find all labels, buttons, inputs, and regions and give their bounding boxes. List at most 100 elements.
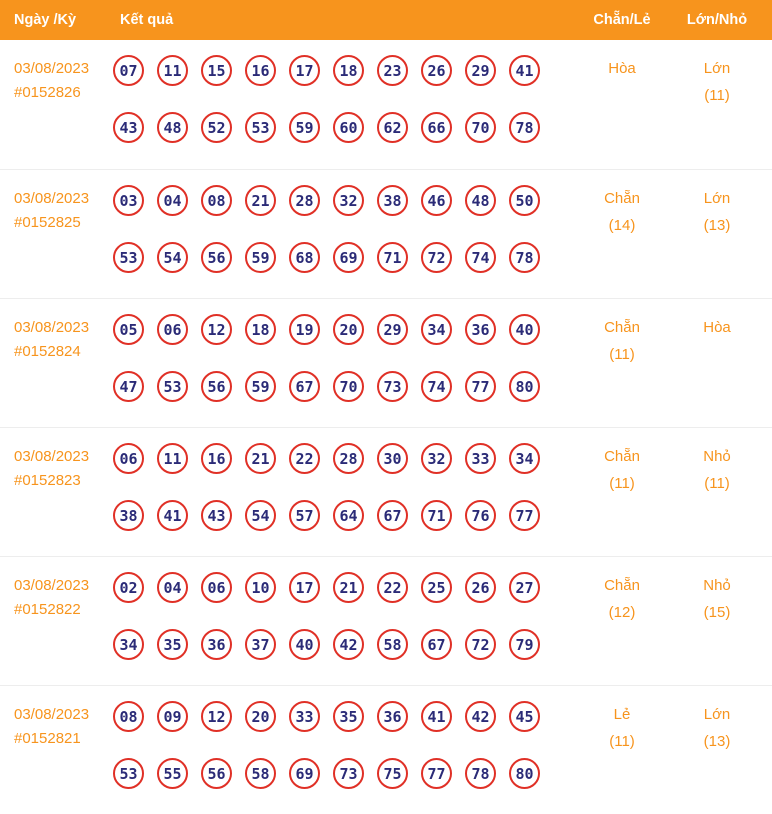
big-small-count: (13) bbox=[703, 733, 731, 750]
number-ball: 34 bbox=[509, 443, 540, 474]
even-odd-value: Lẻ bbox=[613, 706, 631, 723]
number-ball: 06 bbox=[157, 314, 188, 345]
number-ball: 59 bbox=[245, 242, 276, 273]
number-ball: 79 bbox=[509, 629, 540, 660]
number-ball: 21 bbox=[333, 572, 364, 603]
big-small-value: Hòa bbox=[703, 319, 731, 336]
number-ball: 36 bbox=[377, 701, 408, 732]
number-ball: 59 bbox=[245, 371, 276, 402]
number-ball: 16 bbox=[245, 55, 276, 86]
number-ball: 74 bbox=[465, 242, 496, 273]
even-odd-count: (11) bbox=[609, 733, 635, 750]
number-ball: 70 bbox=[465, 112, 496, 143]
number-ball: 64 bbox=[333, 500, 364, 531]
number-ball: 32 bbox=[333, 185, 364, 216]
numbers-cell: 06 11 16 21 22 28 30 32 33 34 38 41 43 54 57 64 67 71 76 77 bbox=[100, 428, 572, 531]
number-ball: 20 bbox=[333, 314, 364, 345]
number-ball: 46 bbox=[421, 185, 452, 216]
number-ball: 12 bbox=[201, 701, 232, 732]
number-ball: 34 bbox=[113, 629, 144, 660]
number-ball: 27 bbox=[509, 572, 540, 603]
numbers-cell: 05 06 12 18 19 20 29 34 36 40 47 53 56 59 67 70 73 74 77 80 bbox=[100, 299, 572, 402]
number-ball: 42 bbox=[333, 629, 364, 660]
draw-date: 03/08/2023 bbox=[14, 190, 90, 207]
number-ball: 77 bbox=[509, 500, 540, 531]
number-ball: 11 bbox=[157, 55, 188, 86]
number-ball: 18 bbox=[245, 314, 276, 345]
number-ball: 17 bbox=[289, 572, 320, 603]
number-ball: 43 bbox=[201, 500, 232, 531]
even-odd-cell: Hòa bbox=[572, 40, 672, 82]
number-ball: 43 bbox=[113, 112, 144, 143]
number-ball: 67 bbox=[377, 500, 408, 531]
number-ball: 23 bbox=[377, 55, 408, 86]
number-ball: 69 bbox=[333, 242, 364, 273]
big-small-cell: Lớn (13) bbox=[672, 170, 762, 239]
number-ball: 30 bbox=[377, 443, 408, 474]
number-ball: 26 bbox=[421, 55, 452, 86]
header-even-odd: Chẵn/Lẻ bbox=[593, 12, 651, 28]
big-small-count: (15) bbox=[703, 604, 731, 621]
number-ball: 20 bbox=[245, 701, 276, 732]
number-ball: 53 bbox=[157, 371, 188, 402]
even-odd-count: (11) bbox=[609, 346, 635, 363]
draw-date: 03/08/2023 bbox=[14, 448, 90, 465]
result-row: 03/08/2023 #0152825 03 04 08 21 28 32 38 46 48 50… bbox=[0, 169, 772, 298]
number-ball: 04 bbox=[157, 185, 188, 216]
number-ball: 28 bbox=[333, 443, 364, 474]
number-ball: 69 bbox=[289, 758, 320, 789]
number-ball: 06 bbox=[113, 443, 144, 474]
date-draw-cell: 03/08/2023 #0152822 bbox=[0, 557, 100, 622]
number-ball: 59 bbox=[289, 112, 320, 143]
number-ball: 57 bbox=[289, 500, 320, 531]
draw-id: #0152824 bbox=[14, 343, 81, 360]
number-ball: 22 bbox=[289, 443, 320, 474]
number-ball: 53 bbox=[113, 242, 144, 273]
number-ball: 56 bbox=[201, 371, 232, 402]
even-odd-value: Hòa bbox=[608, 60, 636, 77]
draw-date: 03/08/2023 bbox=[14, 319, 90, 336]
even-odd-cell: Lẻ (11) bbox=[572, 686, 672, 755]
date-draw-cell: 03/08/2023 #0152824 bbox=[0, 299, 100, 364]
big-small-count: (13) bbox=[703, 217, 731, 234]
number-ball: 07 bbox=[113, 55, 144, 86]
numbers-cell: 07 11 15 16 17 18 23 26 29 41 43 48 52 53 59 60 62 66 70 78 bbox=[100, 40, 572, 143]
date-draw-cell: 03/08/2023 #0152823 bbox=[0, 428, 100, 493]
number-ball: 41 bbox=[157, 500, 188, 531]
number-ball: 11 bbox=[157, 443, 188, 474]
number-ball: 40 bbox=[509, 314, 540, 345]
number-ball: 62 bbox=[377, 112, 408, 143]
number-ball: 22 bbox=[377, 572, 408, 603]
big-small-count: (11) bbox=[704, 87, 730, 104]
number-ball: 56 bbox=[201, 242, 232, 273]
number-ball: 73 bbox=[377, 371, 408, 402]
even-odd-count: (12) bbox=[608, 604, 636, 621]
number-ball: 38 bbox=[113, 500, 144, 531]
big-small-value: Nhỏ bbox=[703, 448, 731, 465]
number-ball: 53 bbox=[245, 112, 276, 143]
number-ball: 17 bbox=[289, 55, 320, 86]
number-ball: 68 bbox=[289, 242, 320, 273]
number-ball: 36 bbox=[465, 314, 496, 345]
number-ball: 67 bbox=[421, 629, 452, 660]
even-odd-count: (11) bbox=[609, 475, 635, 492]
number-ball: 35 bbox=[157, 629, 188, 660]
number-ball: 35 bbox=[333, 701, 364, 732]
even-odd-cell: Chẵn (12) bbox=[572, 557, 672, 626]
draw-id: #0152821 bbox=[14, 730, 81, 747]
number-ball: 25 bbox=[421, 572, 452, 603]
big-small-cell: Hòa bbox=[672, 299, 762, 341]
table-header: Ngày /Kỳ Kết quả Chẵn/Lẻ Lớn/Nhỏ bbox=[0, 0, 772, 40]
even-odd-value: Chẵn bbox=[604, 319, 640, 336]
number-ball: 32 bbox=[421, 443, 452, 474]
number-ball: 02 bbox=[113, 572, 144, 603]
number-ball: 72 bbox=[465, 629, 496, 660]
draw-id: #0152825 bbox=[14, 214, 81, 231]
number-ball: 73 bbox=[333, 758, 364, 789]
number-ball: 66 bbox=[421, 112, 452, 143]
number-ball: 76 bbox=[465, 500, 496, 531]
date-draw-cell: 03/08/2023 #0152825 bbox=[0, 170, 100, 235]
draw-date: 03/08/2023 bbox=[14, 706, 90, 723]
number-ball: 28 bbox=[289, 185, 320, 216]
date-draw-cell: 03/08/2023 #0152826 bbox=[0, 40, 100, 105]
